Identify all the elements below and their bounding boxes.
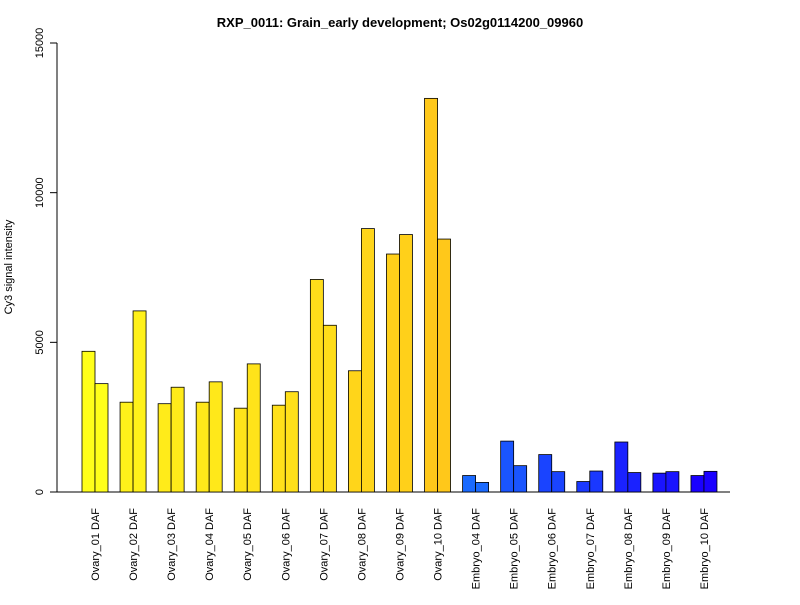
bar-1 bbox=[119, 401, 134, 493]
bar-2 bbox=[437, 238, 451, 493]
category-label: Ovary_03 DAF bbox=[166, 508, 178, 581]
bar-2 bbox=[132, 310, 147, 493]
bar-1 bbox=[195, 401, 210, 493]
bar-2 bbox=[361, 228, 375, 493]
category-label: Embryo_06 DAF bbox=[547, 508, 559, 590]
bar-2 bbox=[589, 470, 604, 493]
bar-2 bbox=[399, 234, 413, 493]
y-tick-label: 10000 bbox=[34, 177, 46, 208]
bar-2 bbox=[170, 386, 185, 493]
bar-2 bbox=[208, 381, 223, 493]
category-label: Embryo_08 DAF bbox=[623, 508, 635, 590]
y-tick-label: 15000 bbox=[34, 28, 46, 59]
bar-1 bbox=[309, 279, 324, 493]
bar-1 bbox=[81, 350, 96, 493]
bar-1 bbox=[500, 440, 515, 493]
bar-2 bbox=[246, 363, 261, 493]
bar-1 bbox=[462, 475, 477, 493]
category-label: Embryo_04 DAF bbox=[471, 508, 483, 590]
category-label: Ovary_04 DAF bbox=[204, 508, 216, 581]
y-tick-label: 0 bbox=[34, 489, 46, 495]
bar-1 bbox=[690, 475, 705, 493]
category-label: Ovary_02 DAF bbox=[128, 508, 140, 581]
bar-2 bbox=[284, 391, 299, 493]
category-label: Embryo_10 DAF bbox=[699, 508, 711, 590]
bar-2 bbox=[94, 383, 109, 493]
category-label: Ovary_08 DAF bbox=[356, 508, 368, 581]
category-label: Ovary_06 DAF bbox=[280, 508, 292, 581]
bar-1 bbox=[614, 441, 629, 493]
bar-2 bbox=[627, 472, 642, 493]
category-label: Ovary_09 DAF bbox=[394, 508, 406, 581]
bar-2 bbox=[475, 482, 490, 493]
bar-2 bbox=[322, 324, 337, 493]
bar-1 bbox=[576, 481, 591, 493]
bar-2 bbox=[665, 471, 680, 493]
bar-1 bbox=[386, 253, 400, 493]
bar-1 bbox=[348, 370, 362, 493]
bar-1 bbox=[271, 404, 286, 493]
chart-title: RXP_0011: Grain_early development; Os02g… bbox=[217, 15, 583, 30]
category-label: Ovary_10 DAF bbox=[433, 508, 445, 581]
bar-1 bbox=[157, 403, 172, 493]
category-labels: Ovary_01 DAF Ovary_02 DAF Ovary_03 DAF Ovar… bbox=[90, 508, 711, 590]
bar-1 bbox=[233, 407, 248, 493]
category-label: Embryo_07 DAF bbox=[585, 508, 597, 590]
category-label: Embryo_05 DAF bbox=[509, 508, 521, 590]
bars bbox=[81, 97, 718, 493]
category-label: Embryo_09 DAF bbox=[661, 508, 673, 590]
bar-2 bbox=[551, 471, 566, 493]
bar-2 bbox=[703, 470, 718, 493]
bar-1 bbox=[652, 472, 667, 493]
category-label: Ovary_07 DAF bbox=[318, 508, 330, 581]
bar-2 bbox=[513, 465, 528, 493]
y-axis-label: Cy3 signal intensity bbox=[3, 219, 15, 314]
bar-1 bbox=[424, 97, 438, 493]
category-label: Ovary_01 DAF bbox=[90, 508, 102, 581]
bar-1 bbox=[538, 454, 553, 493]
category-label: Ovary_05 DAF bbox=[242, 508, 254, 581]
y-tick-label: 5000 bbox=[34, 330, 46, 354]
